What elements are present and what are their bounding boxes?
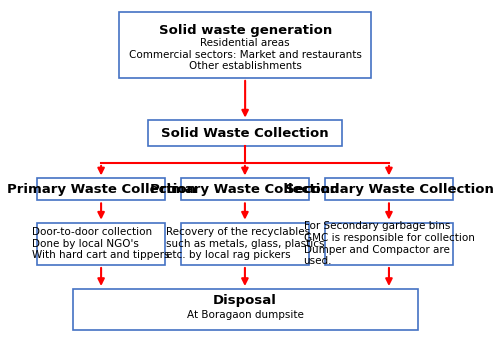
Text: For Secondary garbage bins
GMC is responsible for collection
Dumper and Compacto: For Secondary garbage bins GMC is respon… <box>304 221 474 266</box>
FancyBboxPatch shape <box>72 289 418 330</box>
FancyBboxPatch shape <box>37 178 165 200</box>
FancyBboxPatch shape <box>181 178 309 200</box>
Text: Recovery of the recyclables
such as metals, glass, plastics
etc. by local rag pi: Recovery of the recyclables such as meta… <box>166 227 324 260</box>
FancyBboxPatch shape <box>148 120 342 146</box>
Text: Solid waste generation: Solid waste generation <box>158 24 332 37</box>
FancyBboxPatch shape <box>324 178 454 200</box>
FancyBboxPatch shape <box>119 12 372 78</box>
Text: Solid Waste Collection: Solid Waste Collection <box>162 127 329 140</box>
Text: Disposal: Disposal <box>213 294 277 307</box>
Text: Primary Waste Collection: Primary Waste Collection <box>150 183 340 196</box>
FancyBboxPatch shape <box>324 223 454 265</box>
Text: Secondary Waste Collection: Secondary Waste Collection <box>284 183 494 196</box>
Text: Door-to-door collection
Done by local NGO's
With hard cart and tippers: Door-to-door collection Done by local NG… <box>32 227 170 260</box>
FancyBboxPatch shape <box>181 223 309 265</box>
Text: At Boragaon dumpsite: At Boragaon dumpsite <box>186 310 304 320</box>
Text: Residential areas
Commercial sectors: Market and restaurants
Other establishment: Residential areas Commercial sectors: Ma… <box>128 38 362 71</box>
FancyBboxPatch shape <box>37 223 165 265</box>
Text: Primary Waste Collection: Primary Waste Collection <box>6 183 196 196</box>
